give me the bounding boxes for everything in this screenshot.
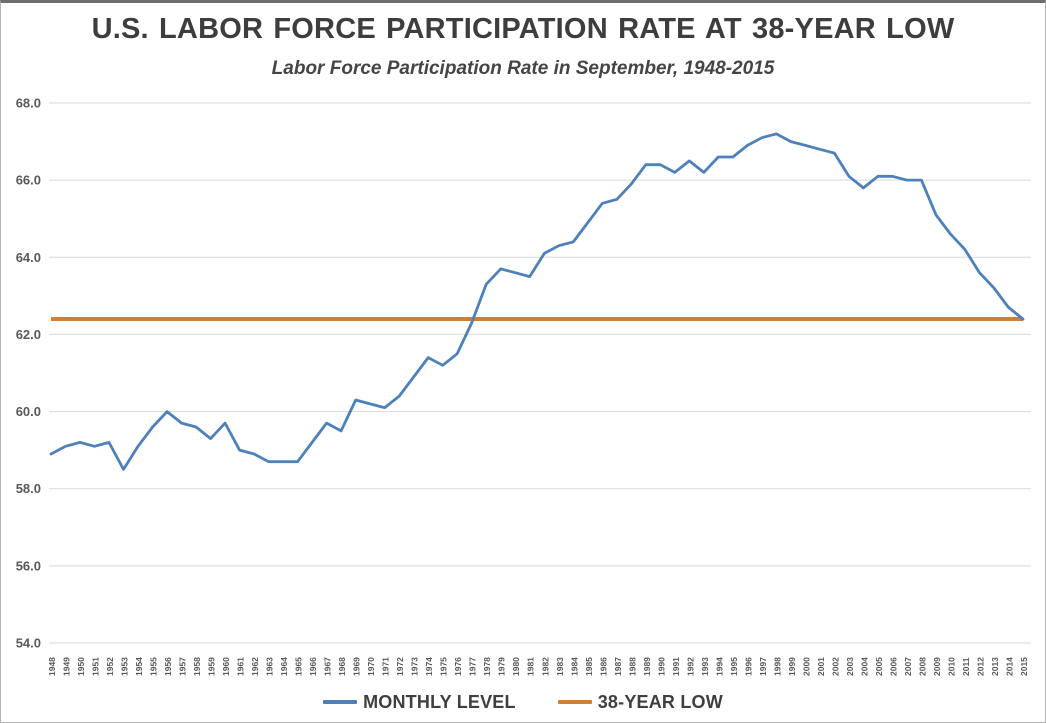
x-tick-label: 1987 [613, 657, 623, 676]
low-line-swatch [557, 700, 592, 704]
x-tick-label: 2014 [1004, 657, 1014, 676]
x-tick-label: 1961 [236, 657, 246, 676]
x-tick-label: 1948 [47, 657, 57, 676]
x-tick-label: 1969 [352, 657, 362, 676]
x-tick-label: 1979 [497, 657, 507, 676]
x-tick-label: 1975 [439, 657, 449, 676]
x-tick-label: 2012 [975, 657, 985, 676]
y-tick-label: 56.0 [16, 558, 41, 573]
x-tick-label: 1956 [163, 657, 173, 676]
x-tick-label: 1951 [91, 657, 101, 676]
x-tick-label: 1978 [482, 657, 492, 676]
x-tick-label: 1973 [410, 657, 420, 676]
x-tick-label: 1980 [511, 657, 521, 676]
x-tick-label: 1949 [62, 657, 72, 676]
x-tick-label: 1985 [584, 657, 594, 676]
x-tick-label: 1993 [700, 657, 710, 676]
monthly-level-line [49, 132, 1025, 471]
y-tick-label: 64.0 [16, 250, 41, 265]
x-tick-label: 1974 [424, 657, 434, 676]
x-tick-label: 2002 [830, 657, 840, 676]
x-tick-label: 1967 [323, 657, 333, 676]
x-tick-label: 1954 [134, 657, 144, 676]
legend-item-38-year-low: 38-YEAR LOW [557, 691, 723, 713]
x-tick-label: 2011 [961, 657, 971, 676]
x-tick-label: 1999 [787, 657, 797, 676]
y-tick-label: 60.0 [16, 404, 41, 419]
x-tick-label: 2003 [845, 657, 855, 676]
y-tick-label: 58.0 [16, 481, 41, 496]
x-tick-label: 1963 [265, 657, 275, 676]
x-tick-label: 2001 [816, 657, 826, 676]
x-tick-label: 2010 [946, 657, 956, 676]
x-tick-label: 1981 [526, 657, 536, 676]
x-tick-label: 2004 [859, 657, 869, 676]
y-tick-label: 54.0 [16, 636, 41, 651]
legend-item-monthly-level: MONTHLY LEVEL [323, 692, 516, 713]
x-tick-label: 2005 [874, 657, 884, 676]
x-tick-label: 1976 [453, 657, 463, 676]
legend-label-monthly-level: MONTHLY LEVEL [363, 691, 516, 712]
x-tick-label: 2009 [932, 657, 942, 676]
x-tick-label: 1989 [642, 657, 652, 676]
x-tick-label: 1983 [555, 657, 565, 676]
x-tick-label: 1986 [598, 657, 608, 676]
x-tick-label: 1955 [149, 657, 159, 676]
x-tick-label: 1960 [221, 657, 231, 676]
x-tick-label: 1962 [250, 657, 260, 676]
chart-legend: MONTHLY LEVEL 38-YEAR LOW [1, 689, 1045, 715]
legend-label-38-year-low: 38-YEAR LOW [597, 691, 723, 712]
monthly-level-line-swatch [323, 700, 358, 704]
x-tick-label: 1997 [758, 657, 768, 676]
chart-subtitle: Labor Force Participation Rate in Septem… [271, 58, 775, 79]
x-tick-label: 1970 [366, 657, 376, 676]
x-tick-label: 1988 [627, 657, 637, 676]
x-tick-label: 1950 [76, 657, 86, 676]
x-tick-label: 1968 [337, 657, 347, 676]
x-tick-label: 2008 [917, 657, 927, 676]
x-tick-label: 1996 [743, 657, 753, 676]
chart-title: U.S. LABOR FORCE PARTICIPATION RATE AT 3… [91, 13, 955, 45]
x-tick-label: 1965 [294, 657, 304, 676]
x-tick-label: 1995 [729, 657, 739, 676]
y-tick-label: 68.0 [16, 96, 41, 111]
x-tick-label: 1998 [772, 657, 782, 676]
x-tick-label: 1994 [714, 657, 724, 676]
x-tick-label: 1982 [540, 657, 550, 676]
x-tick-label: 1964 [279, 657, 289, 676]
x-tick-label: 1952 [105, 657, 115, 676]
x-tick-label: 1992 [685, 657, 695, 676]
x-tick-label: 1966 [308, 657, 318, 676]
chart-plot-area: 54.0 56.0 58.0 60.0 62.0 64.0 66.0 68.0 1948 1949… [16, 96, 1031, 676]
x-tick-label: 1990 [656, 657, 666, 676]
x-tick-label: 1959 [207, 657, 217, 676]
y-tick-label: 62.0 [16, 327, 41, 342]
x-tick-label: 1958 [192, 657, 202, 676]
x-tick-label: 2013 [990, 657, 1000, 676]
x-tick-label: 1977 [468, 657, 478, 676]
x-tick-label: 2000 [801, 657, 811, 676]
x-tick-label: 1991 [671, 657, 681, 676]
x-tick-label: 1971 [381, 657, 391, 676]
y-tick-label: 66.0 [16, 173, 41, 188]
x-tick-label: 2015 [1019, 657, 1029, 676]
x-tick-label: 1984 [569, 657, 579, 676]
x-tick-label: 1953 [120, 657, 130, 676]
x-tick-label: 1957 [178, 657, 188, 676]
x-tick-label: 1972 [395, 657, 405, 676]
x-tick-label: 2007 [903, 657, 913, 676]
x-tick-label: 2006 [888, 657, 898, 676]
